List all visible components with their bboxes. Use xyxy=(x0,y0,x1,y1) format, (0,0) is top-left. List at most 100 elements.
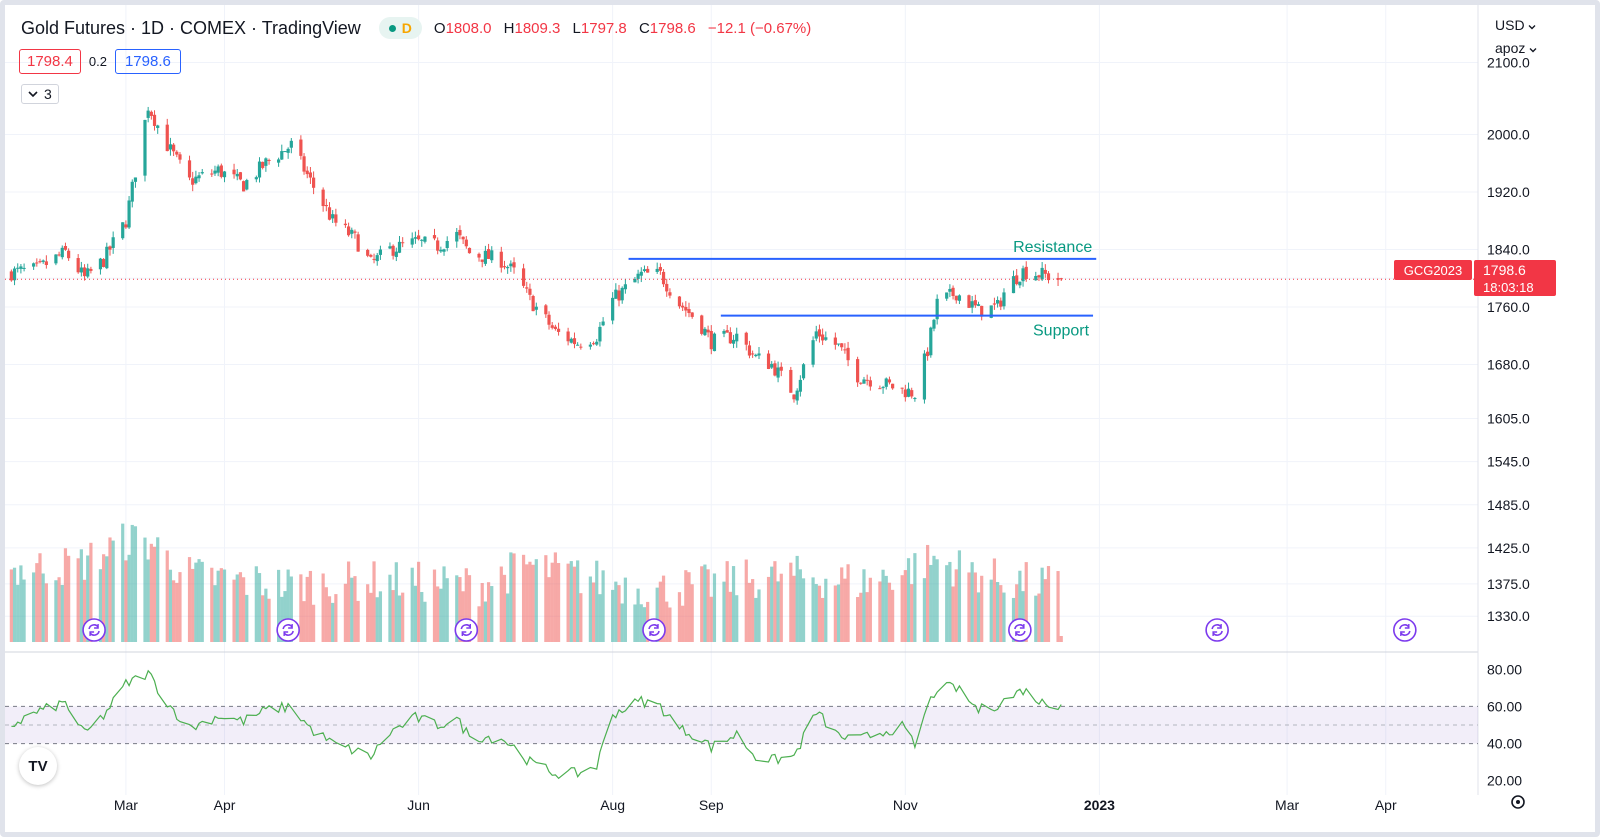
candle xyxy=(356,234,360,252)
candle xyxy=(642,269,647,272)
candle xyxy=(420,239,424,241)
candle xyxy=(821,334,825,341)
volume-bar xyxy=(922,578,927,642)
volume-bar xyxy=(996,582,1000,642)
tradingview-logo-icon[interactable]: TV xyxy=(19,747,57,785)
indicators-toggle-button[interactable]: 3 xyxy=(21,84,59,104)
candle xyxy=(480,259,484,262)
gear-icon[interactable] xyxy=(1511,795,1525,809)
time-tick-label: Jun xyxy=(407,797,430,813)
volume-bar xyxy=(168,569,173,642)
candle xyxy=(22,267,26,269)
candle xyxy=(989,305,993,318)
volume-bar xyxy=(423,601,427,642)
candle xyxy=(111,237,115,248)
candle xyxy=(639,271,643,276)
support-resistance-lines[interactable]: Resistance Support xyxy=(628,239,1097,340)
candle xyxy=(913,398,917,400)
volume-bar xyxy=(327,596,332,642)
volume-bar xyxy=(356,600,360,642)
candle xyxy=(442,249,446,252)
candle xyxy=(436,240,440,251)
volume-bar xyxy=(948,561,952,642)
candle xyxy=(690,312,694,317)
candle xyxy=(130,181,134,202)
candle xyxy=(350,229,354,234)
candle xyxy=(187,160,192,178)
candle xyxy=(617,290,621,301)
candle xyxy=(840,343,844,348)
candle xyxy=(525,287,529,289)
volume-bar xyxy=(191,568,195,642)
refresh-icon[interactable] xyxy=(82,618,106,642)
candle xyxy=(12,268,17,281)
volume-bar xyxy=(372,561,376,642)
refresh-icon[interactable] xyxy=(454,618,479,642)
chart-title: Gold Futures · 1D · COMEX · TradingView xyxy=(21,17,361,38)
candle xyxy=(865,379,869,381)
market-status-pill[interactable]: D xyxy=(378,17,422,39)
refresh-icon[interactable] xyxy=(1393,618,1417,642)
candle xyxy=(611,297,615,321)
candle xyxy=(550,325,554,328)
candle xyxy=(684,306,688,311)
volume-bar xyxy=(175,582,179,642)
volume-bars xyxy=(9,523,1063,642)
candle xyxy=(60,247,64,258)
candles xyxy=(5,106,1478,405)
refresh-icon[interactable] xyxy=(642,618,666,642)
currency-selector[interactable]: USD xyxy=(1495,17,1536,33)
candle xyxy=(601,321,605,326)
volume-bar xyxy=(792,575,796,642)
refresh-icon[interactable] xyxy=(1008,618,1032,642)
event-circle xyxy=(1008,618,1032,642)
events-markers[interactable] xyxy=(82,618,1417,642)
bid-price[interactable]: 1798.4 xyxy=(19,49,81,74)
volume-bar xyxy=(242,577,246,642)
candle xyxy=(283,151,287,153)
resistance-label: Resistance xyxy=(1013,239,1092,256)
volume-bar xyxy=(795,555,799,642)
candle xyxy=(327,207,332,220)
candle xyxy=(146,110,150,118)
candle xyxy=(44,261,48,266)
low-value: 1797.8 xyxy=(580,19,627,37)
price-axis[interactable]: 2100.02000.01920.01840.01800.01760.01680… xyxy=(1487,55,1530,789)
ask-price[interactable]: 1798.6 xyxy=(114,49,181,74)
user-menu[interactable]: apoz xyxy=(1495,40,1537,56)
candle xyxy=(102,259,106,267)
candle xyxy=(455,231,459,242)
candle xyxy=(706,329,710,333)
candle xyxy=(792,394,796,400)
open-value: 1808.0 xyxy=(445,19,492,37)
candle xyxy=(976,304,981,306)
volume-bar xyxy=(846,564,850,642)
volume-bar xyxy=(766,576,771,642)
event-circle xyxy=(642,618,666,642)
volume-bar xyxy=(999,585,1003,642)
candle xyxy=(353,231,357,233)
refresh-icon[interactable] xyxy=(1205,618,1229,642)
candle xyxy=(242,181,246,192)
volume-bar xyxy=(989,579,993,642)
time-axis[interactable]: Mar Apr Jun Aug Sep Nov 2023 Mar Apr xyxy=(114,797,1397,813)
chart-canvas[interactable]: Resistance Support 2100.0 2000.0 1920.0 1840… xyxy=(5,5,1595,832)
candle xyxy=(789,369,793,393)
chevron-down-icon xyxy=(1529,48,1537,53)
event-arrowheads xyxy=(649,624,659,636)
volume-bar xyxy=(926,544,930,642)
volume-bar xyxy=(277,569,281,642)
refresh-icon[interactable] xyxy=(276,618,300,642)
candle xyxy=(200,172,204,174)
volume-bar xyxy=(970,562,974,642)
candle xyxy=(970,301,974,308)
volume-bar xyxy=(776,581,780,642)
volume-bar xyxy=(378,591,383,642)
volume-bar xyxy=(859,592,863,642)
volume-bar xyxy=(156,537,160,642)
volume-bar xyxy=(1046,566,1051,642)
volume-bar xyxy=(878,581,882,642)
volume-bar xyxy=(747,582,752,642)
volume-bar xyxy=(32,572,36,642)
candle xyxy=(954,295,958,301)
